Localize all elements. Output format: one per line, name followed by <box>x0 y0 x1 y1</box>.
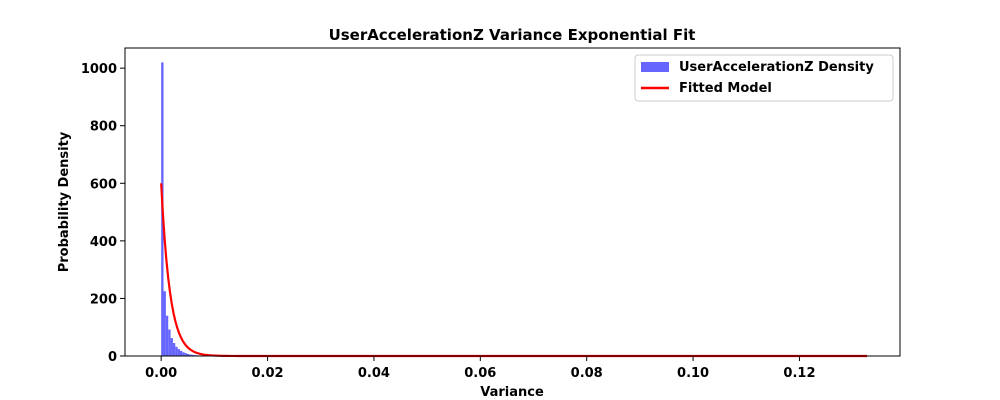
x-tick-label: 0.08 <box>571 366 603 381</box>
histogram-bar <box>165 315 169 356</box>
histogram-bar <box>184 353 188 356</box>
x-tick-label: 0.06 <box>464 366 496 381</box>
y-tick-label: 1000 <box>81 62 117 77</box>
x-tick-label: 0.04 <box>358 366 390 381</box>
x-axis-label: Variance <box>480 385 544 400</box>
chart-title: UserAccelerationZ Variance Exponential F… <box>329 26 696 44</box>
y-tick-label: 600 <box>90 177 117 192</box>
histogram-bar <box>177 349 180 356</box>
legend-histogram-swatch <box>641 62 669 72</box>
histogram-bar <box>163 291 166 356</box>
histogram-bar <box>170 338 173 356</box>
y-tick-label: 0 <box>108 350 117 365</box>
histogram-bar <box>175 346 178 356</box>
y-tick-label: 200 <box>90 292 117 307</box>
legend-fit-label: Fitted Model <box>679 81 772 96</box>
y-tick-label: 800 <box>90 120 117 135</box>
histogram-bar <box>189 354 192 356</box>
histogram-bar <box>168 329 171 356</box>
histogram-bar <box>191 354 195 356</box>
histogram-bar <box>179 350 183 356</box>
legend: UserAccelerationZ Density Fitted Model <box>634 54 894 102</box>
x-axis-ticks: 0.00 0.02 0.04 0.06 0.08 0.10 0.12 <box>145 356 816 381</box>
x-tick-label: 0.10 <box>677 366 709 381</box>
legend-histogram-label: UserAccelerationZ Density <box>679 60 874 75</box>
y-axis-ticks: 0 200 400 600 800 1000 <box>81 62 125 365</box>
x-tick-label: 0.00 <box>145 366 177 381</box>
y-axis-label: Probability Density <box>57 131 72 272</box>
histogram-bar <box>182 352 185 356</box>
plot-area <box>124 47 901 358</box>
x-tick-label: 0.02 <box>252 366 284 381</box>
histogram-bar <box>187 353 190 356</box>
x-tick-label: 0.12 <box>783 366 815 381</box>
plot-frame <box>124 47 901 357</box>
histogram-bar <box>172 343 176 356</box>
y-tick-label: 400 <box>90 235 117 250</box>
legend-frame <box>634 54 894 102</box>
